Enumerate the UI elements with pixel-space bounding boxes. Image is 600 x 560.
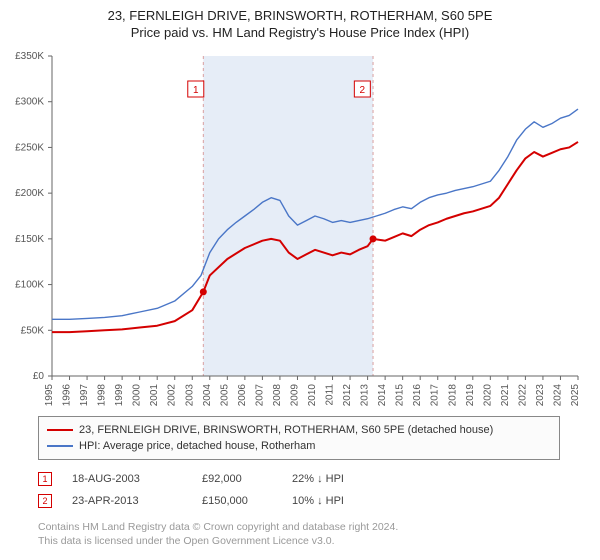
svg-text:1: 1: [193, 85, 199, 96]
svg-text:2004: 2004: [202, 384, 213, 407]
svg-text:2025: 2025: [570, 384, 581, 407]
events-table: 1 18-AUG-2003 £92,000 22% ↓ HPI 2 23-APR…: [38, 460, 560, 512]
svg-text:2019: 2019: [465, 384, 476, 407]
svg-text:2009: 2009: [289, 384, 300, 407]
legend-item: HPI: Average price, detached house, Roth…: [47, 438, 551, 454]
svg-text:2012: 2012: [342, 384, 353, 407]
svg-text:1995: 1995: [44, 384, 55, 407]
svg-text:2024: 2024: [552, 384, 563, 407]
legend-item: 23, FERNLEIGH DRIVE, BRINSWORTH, ROTHERH…: [47, 422, 551, 438]
event-marker-icon: 1: [38, 472, 52, 486]
legend: 23, FERNLEIGH DRIVE, BRINSWORTH, ROTHERH…: [38, 416, 560, 460]
svg-text:1998: 1998: [97, 384, 108, 407]
chart-container: 23, FERNLEIGH DRIVE, BRINSWORTH, ROTHERH…: [0, 0, 600, 548]
svg-text:£0: £0: [33, 371, 45, 382]
svg-text:£350K: £350K: [15, 51, 44, 62]
footer-line: This data is licensed under the Open Gov…: [38, 534, 560, 548]
svg-text:2020: 2020: [482, 384, 493, 407]
svg-text:2011: 2011: [325, 384, 336, 406]
svg-text:2013: 2013: [360, 384, 371, 407]
event-price: £92,000: [202, 473, 292, 485]
svg-text:£300K: £300K: [15, 97, 44, 108]
svg-text:2001: 2001: [149, 384, 160, 407]
event-marker-icon: 2: [38, 494, 52, 508]
line-chart-svg: £0 £50K £100K £150K £200K £250K £300K £350K 1995…: [0, 40, 600, 410]
svg-text:1999: 1999: [114, 384, 125, 407]
svg-text:2022: 2022: [517, 384, 528, 407]
legend-label: 23, FERNLEIGH DRIVE, BRINSWORTH, ROTHERH…: [79, 424, 493, 436]
svg-text:2: 2: [360, 85, 366, 96]
event-row: 1 18-AUG-2003 £92,000 22% ↓ HPI: [38, 468, 560, 490]
svg-text:£150K: £150K: [15, 234, 44, 245]
chart-area: £0 £50K £100K £150K £200K £250K £300K £350K 1995…: [0, 40, 600, 410]
legend-swatch: [47, 429, 73, 431]
svg-text:2021: 2021: [500, 384, 511, 407]
svg-text:2008: 2008: [272, 384, 283, 407]
svg-text:1996: 1996: [62, 384, 73, 407]
footer: Contains HM Land Registry data © Crown c…: [38, 512, 560, 548]
svg-text:2000: 2000: [132, 384, 143, 407]
titles: 23, FERNLEIGH DRIVE, BRINSWORTH, ROTHERH…: [0, 0, 600, 40]
svg-text:£200K: £200K: [15, 188, 44, 199]
event-price: £150,000: [202, 495, 292, 507]
svg-text:2014: 2014: [377, 384, 388, 407]
event-row: 2 23-APR-2013 £150,000 10% ↓ HPI: [38, 490, 560, 512]
svg-text:2015: 2015: [395, 384, 406, 407]
svg-text:2016: 2016: [412, 384, 423, 407]
title-subtitle: Price paid vs. HM Land Registry's House …: [0, 25, 600, 40]
svg-text:2005: 2005: [219, 384, 230, 407]
svg-text:£100K: £100K: [15, 280, 44, 291]
svg-text:£250K: £250K: [15, 142, 44, 153]
svg-text:2006: 2006: [237, 384, 248, 407]
event-marker-number: 1: [42, 474, 47, 484]
legend-swatch: [47, 445, 73, 447]
svg-text:2017: 2017: [430, 384, 441, 407]
svg-text:1997: 1997: [79, 384, 90, 407]
svg-text:£50K: £50K: [21, 325, 45, 336]
svg-text:2010: 2010: [307, 384, 318, 407]
event-delta: 22% ↓ HPI: [292, 473, 412, 485]
svg-text:2023: 2023: [535, 384, 546, 407]
legend-label: HPI: Average price, detached house, Roth…: [79, 440, 315, 452]
event-date: 18-AUG-2003: [72, 473, 202, 485]
title-address: 23, FERNLEIGH DRIVE, BRINSWORTH, ROTHERH…: [0, 8, 600, 23]
event-delta: 10% ↓ HPI: [292, 495, 412, 507]
footer-line: Contains HM Land Registry data © Crown c…: [38, 520, 560, 534]
svg-text:2002: 2002: [167, 384, 178, 407]
event-marker-number: 2: [42, 496, 47, 506]
svg-text:2007: 2007: [254, 384, 265, 407]
svg-text:2018: 2018: [447, 384, 458, 407]
svg-text:2003: 2003: [184, 384, 195, 407]
event-date: 23-APR-2013: [72, 495, 202, 507]
